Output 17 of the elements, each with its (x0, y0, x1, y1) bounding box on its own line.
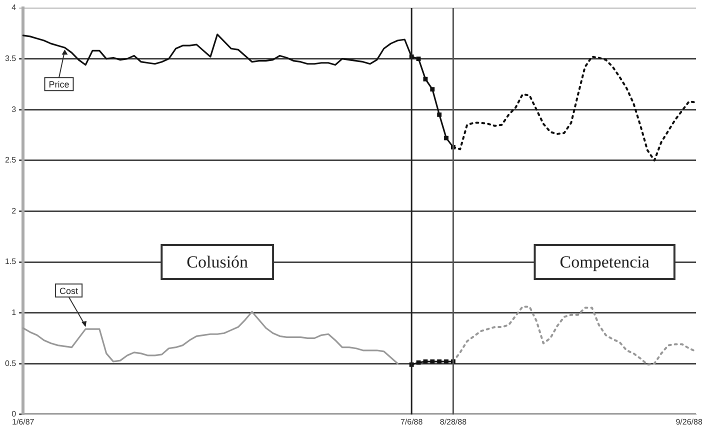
y-tick-label: 1 (12, 308, 17, 318)
x-tick-label: 1/6/87 (12, 417, 35, 426)
y-tick-label: 0.5 (4, 358, 17, 368)
x-tick-label: 7/6/88 (400, 417, 424, 426)
y-tick-label: 1.5 (4, 257, 17, 266)
x-tick-label: 8/28/88 (440, 417, 468, 426)
y-tick-label: 3 (12, 104, 17, 114)
y-tick-label: 3.5 (4, 54, 17, 64)
y-tick-label: 2.5 (4, 156, 17, 165)
y-tick-label: 4 (12, 3, 17, 12)
x-tick-label: 9/26/88 (676, 417, 703, 426)
text: Cost (60, 286, 79, 296)
y-tick-label: 2 (12, 206, 17, 216)
text: Price (48, 80, 70, 90)
annotation: Competencia (560, 252, 650, 272)
y-tick-label: 0 (12, 410, 17, 419)
annotation: Colusión (186, 252, 249, 272)
